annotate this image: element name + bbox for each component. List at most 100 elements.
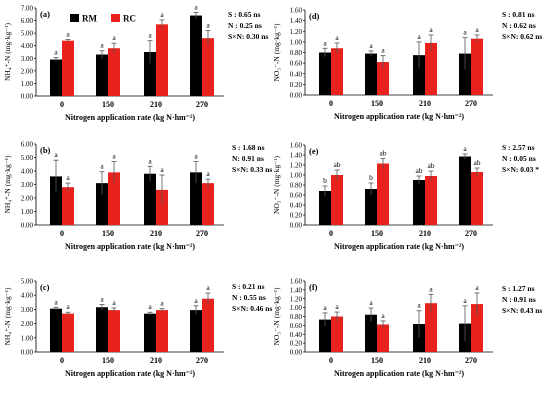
y-tick-label: 3.00 (21, 55, 34, 63)
panel-label: (a) (40, 9, 50, 19)
anova-stat: N : 0.05 ns (502, 154, 536, 163)
x-tick-label: 270 (465, 356, 477, 365)
significance-letter: a (112, 33, 116, 42)
y-tick-label: 0.80 (290, 182, 303, 190)
bar-rm (319, 191, 331, 225)
bar-rm (413, 324, 425, 352)
x-tick-label: 210 (419, 356, 431, 365)
anova-stat: S×N: 0.62 ns (502, 32, 542, 41)
x-tick-label: 0 (329, 229, 333, 238)
y-tick-label: 0.00 (290, 92, 303, 100)
significance-letter: a (160, 165, 164, 174)
chart-panel: 0.001.002.003.004.005.006.007.00aa0aa150… (3, 2, 268, 122)
significance-letter: a (160, 299, 164, 308)
significance-letter: a (148, 31, 152, 40)
panel-label: (f) (309, 282, 318, 292)
significance-letter: a (100, 41, 104, 50)
bar-rm (144, 313, 156, 352)
y-tick-label: 1.60 (290, 142, 303, 150)
chart-panel: 0.001.002.003.004.005.006.00aa0aa150aa21… (3, 141, 272, 252)
bar-rc (108, 172, 120, 225)
y-tick-label: 7.00 (21, 5, 34, 13)
significance-letter: a (54, 48, 58, 57)
bar-rc (156, 310, 168, 352)
significance-letter: a (54, 297, 58, 306)
legend-swatch-rc (111, 14, 120, 22)
y-axis-title: NH₄⁺-N (mg·kg⁻¹) (3, 287, 12, 345)
significance-letter: a (148, 156, 152, 165)
bar-rc (202, 298, 214, 352)
bar-rc (425, 303, 437, 352)
y-tick-label: 2.00 (21, 67, 34, 75)
bar-rm (365, 189, 377, 225)
y-tick-label: 1.00 (290, 304, 303, 312)
bar-rm (96, 183, 108, 225)
y-tick-label: 5.00 (21, 278, 34, 286)
y-tick-label: 1.60 (290, 7, 303, 15)
y-tick-label: 0.40 (290, 331, 303, 339)
anova-stat: N : 0.55 ns (232, 293, 266, 302)
bar-rc (377, 324, 389, 352)
anova-stat: N: 0.91 ns (232, 154, 264, 163)
x-tick-label: 150 (102, 356, 114, 365)
y-tick-label: 1.00 (21, 208, 34, 216)
bar-rm (190, 310, 202, 352)
anova-stat: S×N: 0.33 ns (232, 165, 272, 174)
significance-letter: a (206, 283, 210, 292)
anova-stat: S : 1.27 ns (502, 284, 535, 293)
anova-stat: S×N: 0.43 ns (502, 306, 542, 315)
x-tick-label: 210 (150, 100, 162, 109)
bar-rm (459, 156, 471, 225)
x-axis-title: Nitrogen application rate (kg N·hm⁻²) (65, 369, 195, 378)
y-tick-label: 1.40 (290, 286, 303, 294)
y-tick-label: 0.60 (290, 60, 303, 68)
bar-rc (471, 38, 483, 95)
significance-letter: a (475, 283, 479, 292)
panel-label: (d) (309, 11, 320, 21)
x-axis-title: Nitrogen application rate (kg N·hm⁻²) (334, 112, 464, 121)
significance-letter: ab (333, 160, 340, 169)
y-tick-label: 6.00 (21, 17, 34, 25)
bar-rc (471, 304, 483, 352)
bar-rm (319, 319, 331, 352)
significance-letter: a (463, 296, 467, 305)
bar-rc (377, 163, 389, 225)
y-tick-label: 5.00 (21, 154, 34, 162)
x-axis-title: Nitrogen application rate (kg N·hm⁻²) (334, 369, 464, 378)
y-tick-label: 1.00 (21, 80, 34, 88)
legend-label-rc: RC (123, 14, 136, 24)
significance-letter: a (475, 25, 479, 34)
x-tick-label: 210 (419, 99, 431, 108)
y-tick-label: 1.40 (290, 17, 303, 25)
significance-letter: a (100, 294, 104, 303)
bar-rm (144, 173, 156, 225)
legend-label-rm: RM (82, 14, 97, 24)
bar-rm (365, 314, 377, 352)
bar-rc (331, 48, 343, 95)
y-tick-label: 5.00 (21, 30, 34, 38)
x-tick-label: 150 (371, 229, 383, 238)
bar-rc (108, 48, 120, 96)
bar-rc (62, 40, 74, 96)
significance-letter: ab (379, 149, 386, 158)
y-tick-label: 1.20 (290, 162, 303, 170)
y-tick-label: 0.00 (21, 349, 34, 357)
bar-rc (202, 38, 214, 96)
bar-rc (331, 316, 343, 352)
bar-rm (50, 59, 62, 96)
significance-letter: a (429, 25, 433, 34)
significance-letter: ab (415, 166, 422, 175)
y-axis-title: NH₄⁺-N (mg·kg⁻¹) (3, 155, 12, 213)
significance-letter: a (100, 162, 104, 171)
x-tick-label: 270 (196, 100, 208, 109)
bar-rm (365, 53, 377, 95)
significance-letter: a (323, 303, 327, 312)
bar-rc (425, 42, 437, 95)
x-tick-label: 150 (102, 229, 114, 238)
significance-letter: a (194, 296, 198, 305)
bar-rc (425, 176, 437, 225)
x-tick-label: 270 (465, 229, 477, 238)
bar-rm (459, 53, 471, 95)
